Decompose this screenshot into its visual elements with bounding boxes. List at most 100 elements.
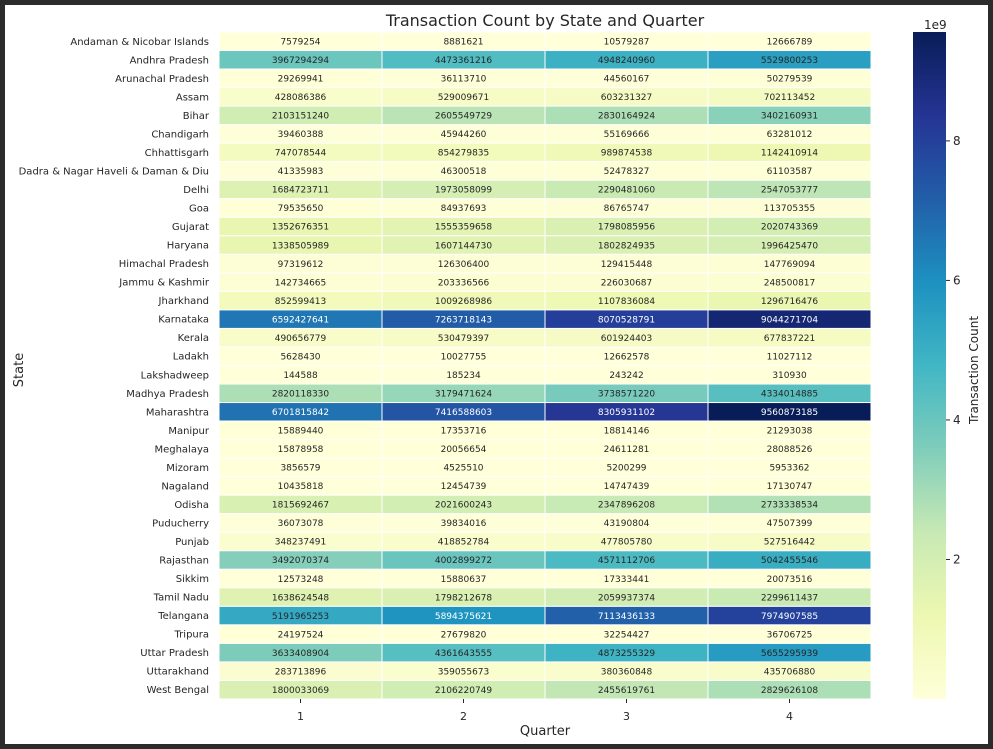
cell-value-label: 677837221 bbox=[764, 334, 816, 344]
cell-value-label: 2820118330 bbox=[272, 389, 330, 399]
cell-value-label: 5529800253 bbox=[761, 56, 818, 66]
x-tick-label: 1 bbox=[297, 710, 304, 723]
cell-value-label: 43190804 bbox=[604, 519, 650, 529]
cell-value-label: 32254427 bbox=[604, 630, 650, 640]
cell-value-label: 86765747 bbox=[604, 204, 650, 214]
cell-value-label: 359055673 bbox=[438, 667, 490, 677]
cell-value-label: 41335983 bbox=[278, 167, 324, 177]
cell-value-label: 3633408904 bbox=[272, 649, 330, 659]
cell-value-label: 989874538 bbox=[601, 149, 653, 159]
cell-value-label: 1555359658 bbox=[435, 223, 493, 233]
cell-value-label: 144588 bbox=[283, 371, 318, 381]
cell-value-label: 2290481060 bbox=[598, 186, 656, 196]
cell-value-label: 10027755 bbox=[441, 352, 487, 362]
y-tick-label: Ladakh bbox=[173, 352, 209, 363]
cell-value-label: 3738571220 bbox=[598, 389, 656, 399]
cell-value-label: 2059937374 bbox=[598, 593, 656, 603]
colorbar-tick-label: 8 bbox=[953, 134, 961, 148]
heatmap-cells: 7579254 8881621 10579287 12666789 3967294294… bbox=[218, 31, 872, 700]
cell-value-label: 4571112706 bbox=[598, 556, 656, 566]
cell-value-label: 1107836084 bbox=[598, 297, 656, 307]
cell-value-label: 7263718143 bbox=[435, 315, 492, 325]
y-tick-label: Dadra & Nagar Haveli & Daman & Diu bbox=[19, 166, 209, 177]
cell-value-label: 1352676351 bbox=[272, 223, 329, 233]
cell-value-label: 17333441 bbox=[604, 575, 650, 585]
cell-value-label: 5042455546 bbox=[761, 556, 819, 566]
colorbar-label: Transaction Count bbox=[967, 316, 981, 425]
y-tick-label: Maharashtra bbox=[146, 407, 209, 418]
cell-value-label: 248500817 bbox=[764, 278, 816, 288]
y-tick-label: Meghalaya bbox=[154, 444, 209, 455]
cell-value-label: 11027112 bbox=[767, 352, 813, 362]
cell-value-label: 52478327 bbox=[604, 167, 650, 177]
cell-value-label: 36113710 bbox=[441, 75, 487, 85]
y-tick-label: Puducherry bbox=[152, 518, 209, 529]
cell-value-label: 4948240960 bbox=[598, 56, 656, 66]
cell-value-label: 243242 bbox=[609, 371, 643, 381]
colorbar-tick-label: 2 bbox=[953, 552, 961, 566]
y-tick-label: Jharkhand bbox=[158, 296, 209, 307]
y-tick-label: Tamil Nadu bbox=[153, 593, 209, 604]
y-tick-label: Haryana bbox=[167, 241, 209, 252]
cell-value-label: 3856579 bbox=[280, 464, 320, 474]
cell-value-label: 601924403 bbox=[601, 334, 653, 344]
y-tick-label: Punjab bbox=[175, 537, 209, 548]
cell-value-label: 2829626108 bbox=[761, 686, 819, 696]
y-tick-label: Manipur bbox=[168, 426, 210, 437]
cell-value-label: 129415448 bbox=[601, 260, 653, 270]
cell-value-label: 17130747 bbox=[767, 482, 813, 492]
colorbar bbox=[913, 32, 946, 699]
cell-value-label: 1798085956 bbox=[598, 223, 656, 233]
cell-value-label: 24197524 bbox=[278, 630, 324, 640]
cell-value-label: 20073516 bbox=[767, 575, 813, 585]
cell-value-label: 14747439 bbox=[604, 482, 650, 492]
y-tick-label: Andaman & Nicobar Islands bbox=[70, 37, 209, 48]
cell-value-label: 5655295939 bbox=[761, 649, 819, 659]
cell-value-label: 12573248 bbox=[278, 575, 324, 585]
cell-value-label: 84937693 bbox=[441, 204, 487, 214]
cell-value-label: 15889440 bbox=[278, 427, 324, 437]
cell-value-label: 2455619761 bbox=[598, 686, 655, 696]
cell-value-label: 36706725 bbox=[767, 630, 813, 640]
cell-value-label: 3402160931 bbox=[761, 112, 818, 122]
cell-value-label: 5894375621 bbox=[435, 612, 492, 622]
cell-value-label: 15878958 bbox=[278, 445, 324, 455]
y-tick-label: Delhi bbox=[183, 185, 209, 196]
y-tick-label: Bihar bbox=[183, 111, 210, 122]
cell-value-label: 1142410914 bbox=[761, 149, 819, 159]
cell-value-label: 79535650 bbox=[278, 204, 324, 214]
cell-value-label: 142734665 bbox=[275, 278, 327, 288]
cell-value-label: 1973058099 bbox=[435, 186, 493, 196]
cell-value-label: 126306400 bbox=[438, 260, 490, 270]
cell-value-label: 603231327 bbox=[601, 93, 653, 103]
cell-value-label: 1684723711 bbox=[272, 186, 329, 196]
cell-value-label: 490656779 bbox=[275, 334, 327, 344]
cell-value-label: 45944260 bbox=[441, 130, 487, 140]
cell-value-label: 203336566 bbox=[438, 278, 490, 288]
x-tick-labels: 1 2 3 4 bbox=[297, 699, 793, 723]
y-tick-label: Andhra Pradesh bbox=[130, 55, 209, 66]
cell-value-label: 36073078 bbox=[278, 519, 324, 529]
cell-value-label: 418852784 bbox=[438, 538, 490, 548]
cell-value-label: 39460388 bbox=[278, 130, 324, 140]
cell-value-label: 55169666 bbox=[604, 130, 650, 140]
cell-value-label: 380360848 bbox=[601, 667, 653, 677]
cell-value-label: 46300518 bbox=[441, 167, 487, 177]
y-tick-label: Odisha bbox=[174, 500, 209, 511]
cell-value-label: 1798212678 bbox=[435, 593, 493, 603]
x-tick-label: 2 bbox=[460, 710, 467, 723]
cell-value-label: 10579287 bbox=[604, 37, 650, 47]
cell-value-label: 1338505989 bbox=[272, 241, 330, 251]
cell-value-label: 1638624548 bbox=[272, 593, 330, 603]
cell-value-label: 2020743369 bbox=[761, 223, 819, 233]
cell-value-label: 1607144730 bbox=[435, 241, 493, 251]
cell-value-label: 4525510 bbox=[443, 464, 483, 474]
cell-value-label: 6701815842 bbox=[272, 408, 329, 418]
cell-value-label: 5200299 bbox=[606, 464, 646, 474]
y-tick-label: Chandigarh bbox=[151, 129, 209, 140]
cell-value-label: 39834016 bbox=[441, 519, 487, 529]
y-tick-label: Uttar Pradesh bbox=[140, 648, 209, 659]
cell-value-label: 15880637 bbox=[441, 575, 487, 585]
y-tick-label: Tripura bbox=[174, 630, 209, 641]
cell-value-label: 747078544 bbox=[275, 149, 327, 159]
